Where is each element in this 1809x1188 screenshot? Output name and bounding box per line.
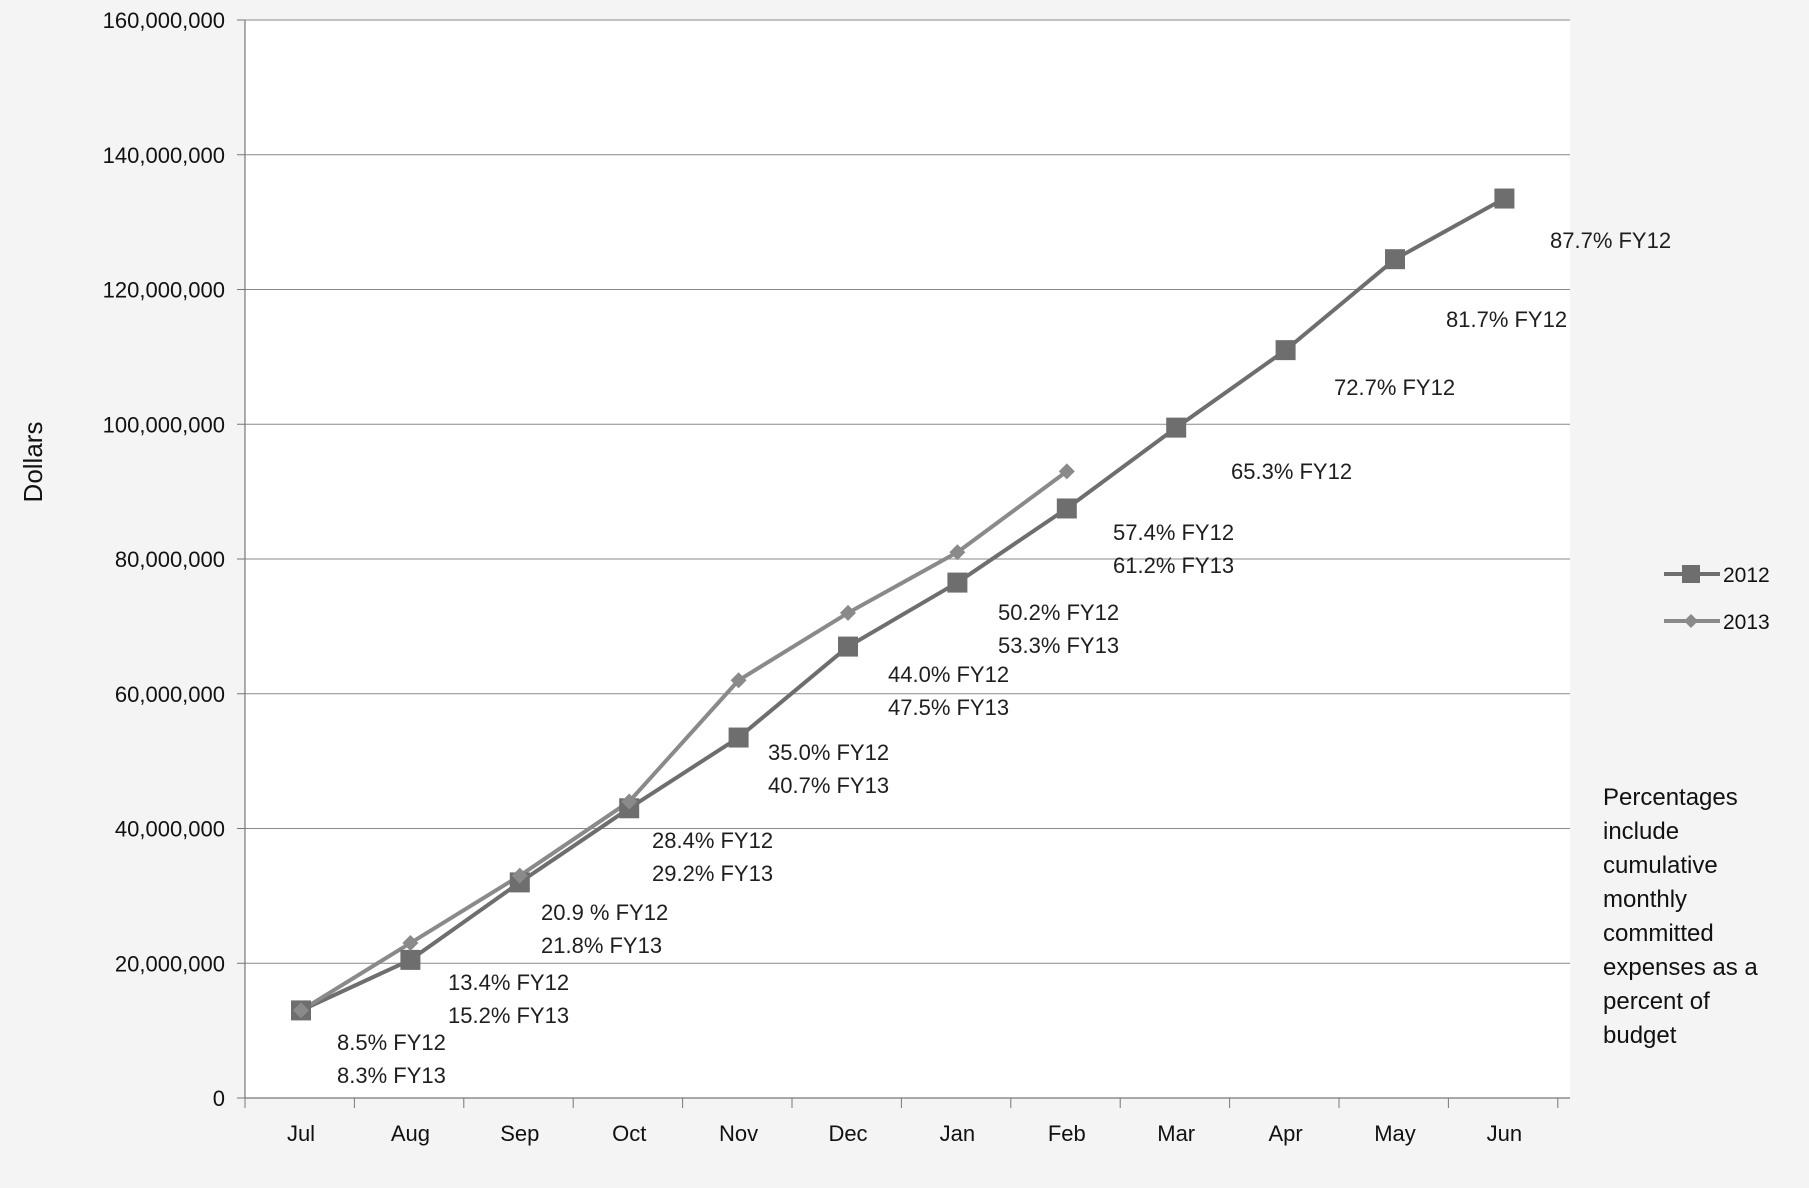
marker-2012 [1056,498,1077,519]
x-tick-label: Jul [287,1121,315,1146]
y-tick-label: 0 [213,1086,225,1111]
data-annotation: 35.0% FY12 [768,740,889,765]
marker-2013 [293,1002,309,1019]
marker-2012 [400,949,421,970]
data-annotation: 65.3% FY12 [1231,459,1352,484]
series-line-2012 [300,196,1506,1013]
note-line: expenses as a [1603,954,1758,981]
data-annotation: 72.7% FY12 [1334,375,1455,400]
note-line: monthly [1603,886,1687,913]
note-line: committed [1603,920,1714,947]
y-tick-label: 80,000,000 [115,547,225,572]
marker-2013 [949,544,966,561]
data-annotation: 13.4% FY12 [448,970,569,995]
legend-marker-2012 [1682,565,1700,583]
note-line: percent of [1603,988,1710,1015]
x-tick-label: Oct [612,1121,646,1146]
x-tick-label: Sep [500,1121,539,1146]
marker-2013 [511,867,528,884]
data-annotation: 29.2% FY13 [652,861,773,886]
data-annotation: 21.8% FY13 [541,933,662,958]
y-tick-label: 160,000,000 [103,8,225,33]
legend-label-2013: 2013 [1723,611,1770,634]
data-annotation: 50.2% FY12 [998,600,1119,625]
data-annotation: 8.5% FY12 [337,1030,446,1055]
marker-2012 [1494,188,1515,209]
marker-2012 [1166,417,1187,438]
data-annotation: 15.2% FY13 [448,1003,569,1028]
y-tick-label: 140,000,000 [103,143,225,168]
x-tick-label: Dec [828,1121,867,1146]
y-tick-label: 40,000,000 [115,817,225,842]
data-annotation: 53.3% FY13 [998,633,1119,658]
legend-label-2012: 2012 [1723,564,1770,587]
marker-2012 [1275,340,1296,361]
y-tick-label: 20,000,000 [115,951,225,976]
x-tick-label: Jun [1487,1121,1522,1146]
legend: 2012 2013 [1664,564,1770,634]
note-line: include [1603,818,1679,845]
note-line: cumulative [1603,852,1718,879]
x-tick-label: Apr [1268,1121,1302,1146]
marker-2012 [1385,249,1405,270]
marker-2013 [840,604,856,621]
y-tick-label: 100,000,000 [103,412,225,437]
y-axis-label: Dollars [18,422,48,503]
marker-2013 [1058,463,1075,480]
data-annotation: 8.3% FY13 [337,1063,446,1088]
marker-2012 [728,727,749,748]
x-tick-label: Aug [391,1121,430,1146]
note-line: budget [1603,1022,1677,1049]
data-annotation: 44.0% FY12 [888,662,1009,687]
series-line-2013 [299,469,1068,1013]
data-annotation: 20.9 % FY12 [541,900,668,925]
data-annotation: 87.7% FY12 [1550,228,1671,253]
data-annotation: 40.7% FY13 [768,773,889,798]
marker-2013 [402,935,419,952]
note-line: Percentages [1603,784,1738,811]
x-tick-label: Nov [719,1121,758,1146]
x-tick-label: Jan [940,1121,975,1146]
legend-marker-2013 [1684,614,1698,628]
y-tick-label: 60,000,000 [115,682,225,707]
marker-2012 [838,636,858,657]
y-tick-label: 120,000,000 [103,278,225,303]
data-annotation: 61.2% FY13 [1113,553,1234,578]
x-tick-label: Feb [1048,1121,1086,1146]
marker-2013 [621,793,638,810]
note: Percentages include cumulative monthly commi… [1603,784,1758,1049]
data-annotation: 47.5% FY13 [888,695,1009,720]
data-annotation: 81.7% FY12 [1446,307,1567,332]
x-tick-label: Mar [1157,1121,1195,1146]
x-tick-label: May [1374,1121,1416,1146]
data-annotation: 28.4% FY12 [652,828,773,853]
data-annotation: 57.4% FY12 [1113,520,1234,545]
marker-2012 [947,572,968,593]
marker-2013 [730,672,747,689]
